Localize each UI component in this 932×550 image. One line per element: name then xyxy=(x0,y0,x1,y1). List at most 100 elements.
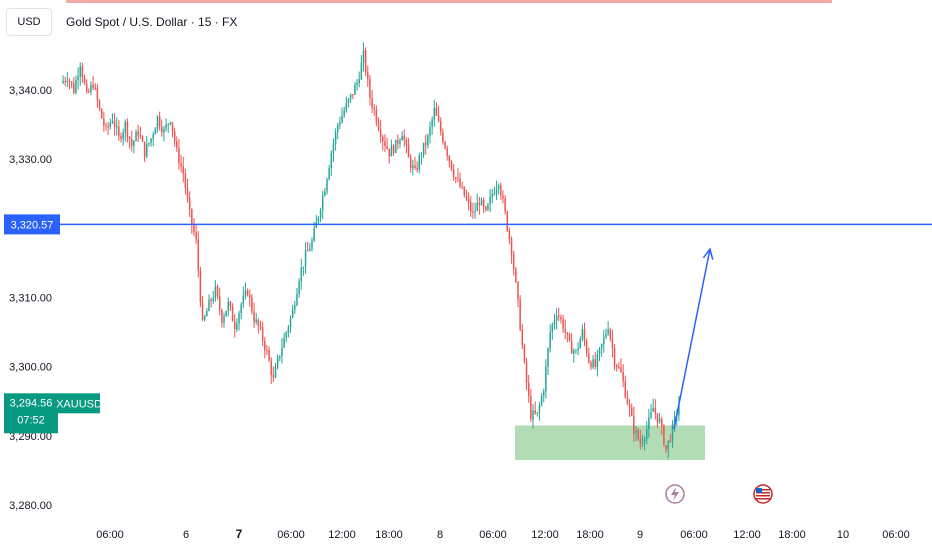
candle-body xyxy=(461,186,463,188)
candle-body xyxy=(459,178,461,187)
projection-arrow-line[interactable] xyxy=(673,248,711,430)
candle-body xyxy=(534,410,536,414)
candle-body xyxy=(590,362,592,368)
candle-body xyxy=(566,332,569,335)
us-flag-event-icon[interactable] xyxy=(753,484,773,504)
candle-body xyxy=(152,134,154,139)
candle-body xyxy=(317,217,320,222)
candle-body xyxy=(216,286,219,297)
candle-body xyxy=(397,139,399,144)
candle-body xyxy=(156,116,159,129)
candle-body xyxy=(645,429,648,439)
candle-body xyxy=(261,326,264,341)
candle-body xyxy=(103,118,105,126)
candle-body xyxy=(165,124,167,129)
candle-body xyxy=(133,141,135,146)
candle-body xyxy=(390,145,393,157)
candle-body xyxy=(302,266,305,268)
candle-body xyxy=(622,371,624,382)
candle-body xyxy=(620,367,622,372)
candle-body xyxy=(238,313,240,324)
candle-body xyxy=(285,332,287,338)
candle-body xyxy=(536,412,539,414)
candle-body xyxy=(178,147,180,164)
candle-body xyxy=(435,107,438,116)
candle-body xyxy=(429,126,431,136)
candle-body xyxy=(416,167,418,170)
candle-body xyxy=(294,305,296,310)
candle-body xyxy=(199,270,202,303)
candle-body xyxy=(654,408,657,414)
overlays: 3,320.57 3,294.56 07:52 XAUUSD xyxy=(4,214,932,504)
candle-body xyxy=(227,301,230,311)
symbol-badge xyxy=(58,393,100,414)
candle-body xyxy=(510,238,513,255)
candle-body xyxy=(334,131,337,144)
candle-body xyxy=(88,91,90,93)
lightning-event-icon[interactable] xyxy=(665,484,685,504)
x-tick-label: 10 xyxy=(837,529,849,541)
candle-body xyxy=(360,62,363,80)
candle-body xyxy=(598,348,601,355)
candle-body xyxy=(669,440,672,442)
candle-body xyxy=(324,191,326,196)
candle-body xyxy=(656,413,659,423)
candle-body xyxy=(663,426,665,446)
candle-body xyxy=(457,177,459,179)
candle-body xyxy=(545,366,547,392)
candle-body xyxy=(444,142,446,149)
candle-body xyxy=(169,122,172,124)
candle-body xyxy=(251,297,253,312)
candle-body xyxy=(648,417,650,430)
candle-body xyxy=(639,438,642,444)
candle-body xyxy=(319,210,322,218)
candle-body xyxy=(495,188,498,194)
candle-body xyxy=(517,281,519,300)
candle-body xyxy=(596,354,599,367)
candle-body xyxy=(107,126,109,128)
candle-body xyxy=(300,267,303,282)
x-tick-label: 06:00 xyxy=(680,529,708,541)
level-price-label: 3,320.57 xyxy=(11,219,54,231)
lightning-glyph xyxy=(671,487,679,501)
candle-body xyxy=(135,131,137,142)
candle-body xyxy=(630,407,633,416)
candle-body xyxy=(482,199,485,207)
countdown-label: 07:52 xyxy=(17,414,45,426)
candle-body xyxy=(437,115,440,122)
price-plot xyxy=(62,42,705,461)
y-tick-label: 3,310.00 xyxy=(9,293,52,305)
candle-body xyxy=(519,299,521,330)
candle-body xyxy=(577,348,579,350)
candle-body xyxy=(163,128,165,133)
y-tick-label: 3,340.00 xyxy=(9,85,52,97)
candle-body xyxy=(246,290,249,296)
candle-body xyxy=(326,179,328,192)
candle-body xyxy=(66,80,69,82)
candle-body xyxy=(73,83,75,93)
candle-body xyxy=(658,419,661,423)
x-tick-label: 9 xyxy=(637,529,643,541)
candle-body xyxy=(197,239,200,271)
candle-body xyxy=(420,155,423,157)
candle-body xyxy=(255,319,257,323)
candle-body xyxy=(85,83,88,92)
candle-body xyxy=(615,365,618,368)
candle-body xyxy=(439,121,442,132)
candle-body xyxy=(652,408,654,412)
candle-body xyxy=(264,340,266,351)
candle-body xyxy=(562,319,564,329)
x-tick-label: 18:00 xyxy=(576,529,604,541)
candle-body xyxy=(502,195,504,199)
candle-body xyxy=(105,125,107,127)
candle-body xyxy=(92,84,94,88)
candle-body xyxy=(500,185,502,196)
candle-body xyxy=(193,224,195,233)
candle-body xyxy=(98,100,101,110)
candle-body xyxy=(525,362,528,383)
candle-body xyxy=(118,126,120,136)
candle-body xyxy=(480,199,483,206)
currency-selector[interactable]: USD xyxy=(6,8,52,36)
candle-body xyxy=(126,121,129,137)
